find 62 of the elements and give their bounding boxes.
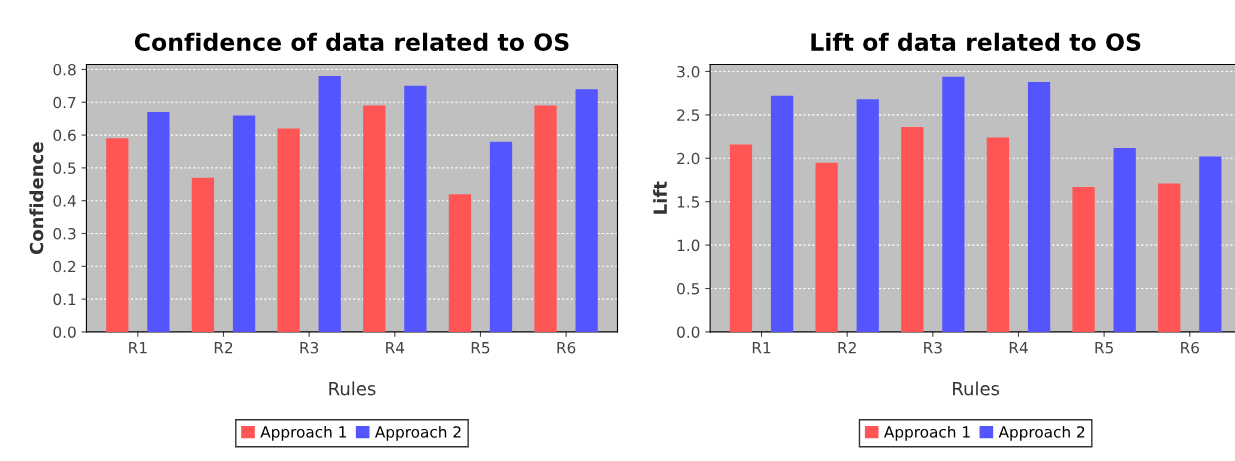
- legend-label: Approach 2: [375, 425, 461, 441]
- x-axis-title: Rules: [329, 381, 376, 396]
- legend-label: Approach 2: [998, 425, 1085, 441]
- bar: [404, 85, 427, 332]
- chart-title: Confidence of data related to OS: [134, 32, 569, 51]
- x-tick-label: R6: [1181, 341, 1199, 354]
- bar: [942, 76, 965, 332]
- bar: [1027, 81, 1051, 332]
- bar: [986, 137, 1010, 332]
- y-tick-label: 0.6: [53, 129, 76, 142]
- y-axis-title: Lift: [653, 181, 667, 214]
- x-tick-label: R2: [214, 341, 233, 354]
- y-tick-label: 2.0: [677, 152, 700, 165]
- x-tick-label: R1: [752, 342, 771, 354]
- y-tick-label: 3.0: [677, 65, 700, 78]
- bar: [489, 141, 513, 332]
- y-tick-label: 1.0: [677, 239, 700, 252]
- y-axis-title: Confidence: [29, 142, 44, 255]
- y-tick-label: 0.8: [53, 63, 76, 76]
- bar: [1113, 147, 1136, 332]
- bar: [1199, 156, 1222, 332]
- y-tick-label: 1.5: [677, 196, 700, 208]
- y-tick-label: 0.0: [53, 326, 76, 338]
- bar: [575, 89, 598, 332]
- bar: [277, 128, 300, 332]
- bar: [363, 105, 386, 332]
- bar: [318, 76, 341, 332]
- bar: [534, 105, 557, 332]
- bar: [815, 162, 838, 332]
- chart-title: Lift of data related to OS: [811, 32, 1141, 51]
- x-tick-label: R3: [924, 341, 942, 354]
- x-tick-label: R1: [129, 342, 147, 354]
- legend-label: Approach 1: [260, 425, 346, 441]
- bar: [1072, 186, 1095, 332]
- bar: [106, 138, 129, 332]
- bar: [729, 144, 753, 332]
- bar: [1158, 183, 1181, 332]
- x-axis-title: Rules: [953, 381, 1000, 396]
- x-tick-label: R4: [1009, 342, 1028, 354]
- bar: [770, 95, 794, 332]
- y-tick-label: 0.5: [677, 282, 700, 295]
- x-tick-label: R6: [557, 341, 576, 354]
- x-tick-label: R2: [838, 341, 856, 354]
- x-tick-label: R5: [471, 342, 490, 354]
- y-tick-label: 0.2: [53, 260, 76, 273]
- y-tick-label: 0.7: [53, 96, 76, 109]
- y-tick-label: 0.0: [677, 326, 700, 338]
- bar: [856, 99, 879, 332]
- x-tick-label: R5: [1095, 342, 1113, 354]
- bar: [147, 112, 170, 332]
- y-tick-label: 2.5: [677, 109, 700, 121]
- y-tick-label: 0.4: [53, 195, 76, 207]
- bar: [191, 177, 215, 332]
- bar: [901, 127, 924, 332]
- bar: [232, 115, 256, 332]
- x-tick-label: R4: [386, 342, 405, 354]
- y-tick-label: 0.3: [53, 227, 76, 240]
- y-tick-label: 0.1: [53, 293, 76, 306]
- legend-label: Approach 1: [884, 425, 970, 441]
- bar: [448, 194, 472, 332]
- y-tick-label: 0.5: [53, 162, 76, 174]
- x-tick-label: R3: [300, 341, 319, 354]
